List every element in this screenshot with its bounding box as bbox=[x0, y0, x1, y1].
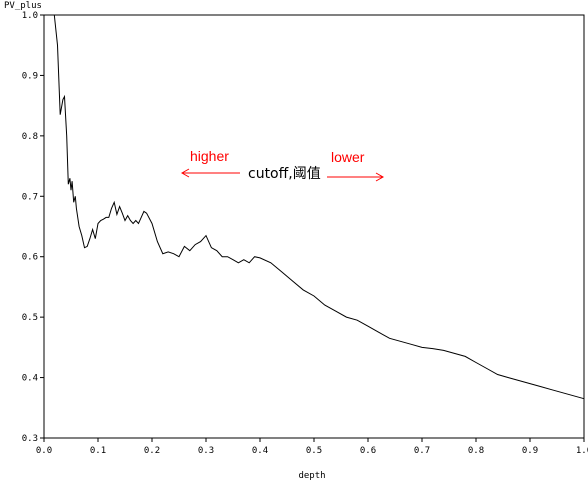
y-tick-label: 0.3 bbox=[22, 434, 38, 444]
series-lines bbox=[44, 14, 585, 400]
y-axis: 0.3 0.4 0.5 0.6 0.7 0.8 0.9 1.0 bbox=[22, 11, 44, 444]
x-tick-label: 0.8 bbox=[468, 446, 484, 456]
y-tick-label: 0.8 bbox=[22, 132, 38, 142]
arrow-right-icon bbox=[327, 172, 385, 182]
x-tick-label: 0.0 bbox=[36, 446, 52, 456]
annotation-cutoff-label: cutoff,阈值 bbox=[248, 166, 321, 182]
y-tick-label: 0.5 bbox=[22, 313, 38, 323]
y-axis-title: PV_plus bbox=[4, 1, 42, 11]
y-tick-label: 0.9 bbox=[22, 71, 38, 81]
x-tick-label: 0.7 bbox=[414, 446, 430, 456]
x-tick-label: 0.2 bbox=[144, 446, 160, 456]
y-tick-label: 1.0 bbox=[22, 11, 38, 21]
annotation-lower-label: lower bbox=[331, 149, 365, 165]
x-tick-label: 0.1 bbox=[90, 446, 106, 456]
arrow-left-icon bbox=[180, 168, 240, 178]
x-tick-label: 0.4 bbox=[252, 446, 268, 456]
plot-frame bbox=[43, 14, 585, 439]
x-tick-label: 1.0 bbox=[576, 446, 588, 456]
x-axis-title: depth bbox=[298, 471, 325, 480]
annotation-higher-label: higher bbox=[190, 148, 229, 164]
cutoff-annotation: higher lower cutoff,阈值 bbox=[180, 148, 385, 182]
x-axis: 0.0 0.1 0.2 0.3 0.4 0.5 0.6 0.7 0.8 0.9 1.0 bbox=[36, 438, 588, 456]
y-tick-label: 0.6 bbox=[22, 253, 38, 263]
x-tick-label: 0.9 bbox=[522, 446, 538, 456]
plot-area-border bbox=[43, 14, 585, 439]
y-tick-label: 0.7 bbox=[22, 192, 38, 202]
x-tick-label: 0.3 bbox=[198, 446, 214, 456]
x-tick-label: 0.6 bbox=[360, 446, 376, 456]
x-tick-label: 0.5 bbox=[306, 446, 322, 456]
y-tick-label: 0.4 bbox=[22, 374, 38, 384]
series-line bbox=[44, 14, 585, 400]
